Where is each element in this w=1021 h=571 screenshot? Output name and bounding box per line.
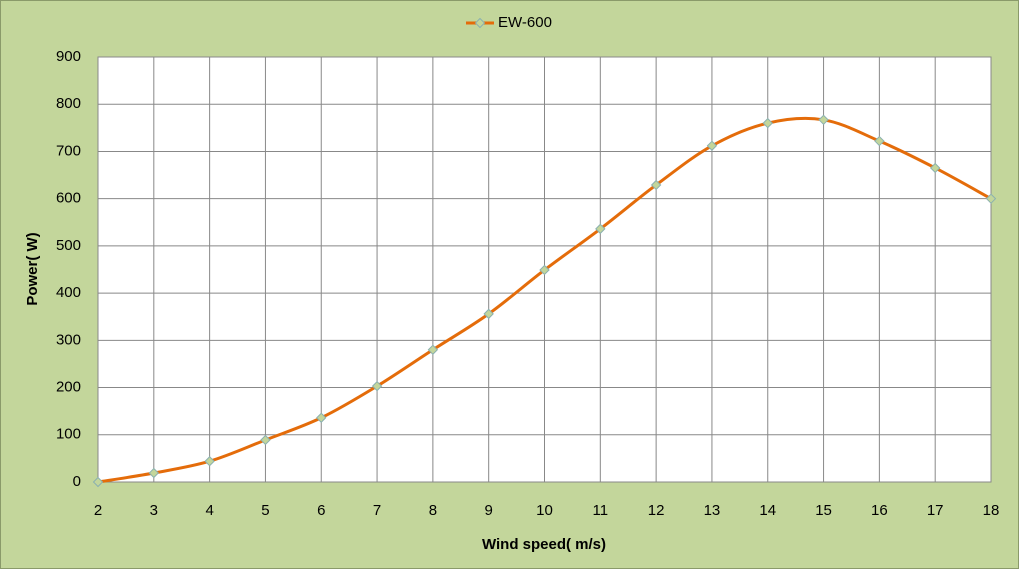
marker	[539, 264, 550, 276]
y-tick-label: 200	[56, 379, 81, 396]
marker	[483, 308, 494, 320]
marker	[474, 17, 486, 29]
marker	[371, 380, 383, 392]
x-tick-label: 18	[983, 502, 1000, 519]
y-tick-label: 900	[56, 48, 81, 65]
x-axis-label: Wind speed( m/s)	[482, 536, 606, 553]
x-tick-label: 8	[429, 502, 437, 519]
legend-label: EW-600	[498, 14, 552, 31]
x-tick-label: 3	[150, 502, 158, 519]
marker	[316, 412, 327, 423]
y-tick-label: 0	[73, 473, 81, 490]
x-tick-label: 14	[759, 502, 776, 519]
marker	[204, 456, 215, 467]
x-tick-label: 17	[927, 502, 944, 519]
marker	[818, 114, 829, 126]
x-tick-label: 15	[815, 502, 832, 519]
marker	[148, 467, 160, 479]
y-tick-label: 700	[56, 142, 81, 159]
marker	[762, 117, 773, 129]
x-tick-label: 13	[704, 502, 721, 519]
y-tick-label: 500	[56, 237, 81, 254]
x-tick-label: 5	[261, 502, 269, 519]
x-tick-label: 10	[536, 502, 553, 519]
marker	[650, 179, 662, 191]
marker	[260, 434, 271, 446]
y-axis-label: Power( W)	[24, 232, 41, 305]
y-tick-label: 300	[56, 331, 81, 348]
x-tick-label: 7	[373, 502, 381, 519]
marker	[427, 344, 439, 355]
marker	[595, 223, 606, 235]
x-tick-label: 6	[317, 502, 325, 519]
y-tick-label: 800	[56, 95, 81, 112]
x-tick-label: 11	[593, 502, 609, 519]
marker	[929, 162, 941, 174]
marker	[985, 193, 997, 204]
x-tick-label: 16	[871, 502, 888, 519]
y-tick-label: 600	[56, 190, 81, 207]
x-tick-label: 2	[94, 502, 102, 519]
marker	[706, 140, 718, 151]
x-tick-label: 12	[648, 502, 665, 519]
marker	[92, 476, 104, 488]
plot-border	[97, 56, 992, 483]
marker	[874, 135, 885, 147]
plot: 0 100 200 300 400 500 600 700 800 900 2 3 4 5 6 7 8 9 10 11…	[56, 14, 999, 519]
y-tick-label: 100	[56, 426, 81, 443]
y-tick-label: 400	[56, 284, 81, 301]
x-tick-label: 4	[205, 502, 213, 519]
x-tick-label: 9	[485, 502, 493, 519]
